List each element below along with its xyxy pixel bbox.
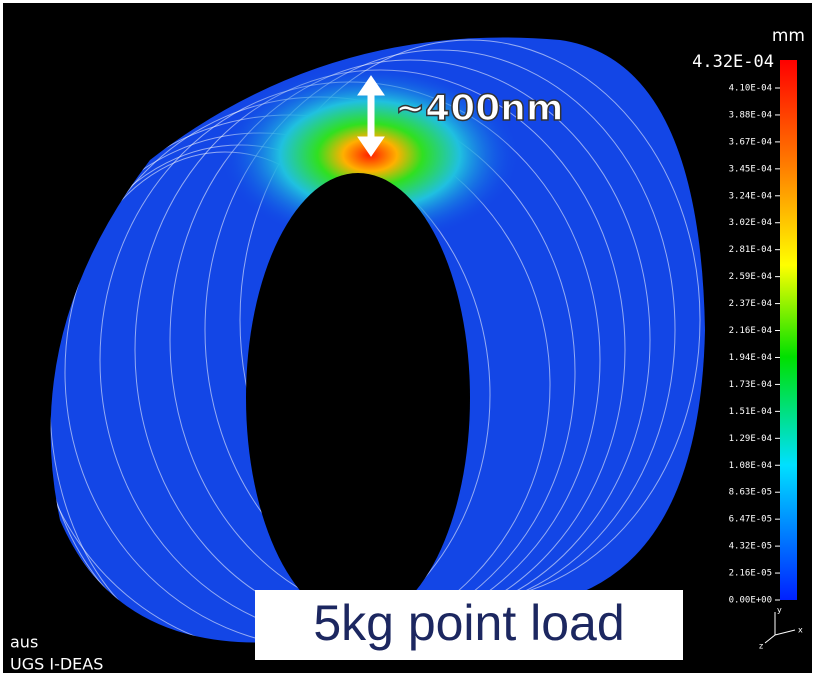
scale-max: 4.32E-04 <box>692 52 774 72</box>
scale-label: 2.81E-04 <box>729 245 772 255</box>
scale-label: 2.59E-04 <box>729 272 772 282</box>
scale-label: 2.16E-05 <box>729 569 772 579</box>
scale-label: 8.63E-05 <box>729 488 772 498</box>
screen: ~400nm mm 4.32E-04 4.10E-04 3.88E-04 3.67E… <box>0 0 815 676</box>
triad-z: z <box>759 642 763 651</box>
scale-label: 2.16E-04 <box>729 326 772 336</box>
color-bar <box>780 60 797 600</box>
scale-label: 6.47E-05 <box>729 515 772 525</box>
scale-label: 1.94E-04 <box>729 353 772 363</box>
scale-label: 1.51E-04 <box>729 407 772 417</box>
software-name: UGS I-DEAS <box>10 655 103 674</box>
triad-y: y <box>777 606 782 615</box>
scale-label: 3.24E-04 <box>729 191 772 201</box>
scale-label: 4.10E-04 <box>729 84 772 94</box>
units: mm <box>772 26 805 46</box>
model-name: aus <box>10 633 38 652</box>
scale-label: 3.67E-04 <box>729 137 772 147</box>
triad-x: x <box>798 626 803 635</box>
scale-label: 1.73E-04 <box>729 380 772 390</box>
scale-label: 3.88E-04 <box>729 110 772 120</box>
scale-label: 1.08E-04 <box>729 461 772 471</box>
scale-label: 3.02E-04 <box>729 218 772 228</box>
scale-label: 3.45E-04 <box>729 164 772 174</box>
scale-label: 0.00E+00 <box>729 596 772 606</box>
scale-label: 4.32E-05 <box>729 542 772 552</box>
caption: 5kg point load <box>313 595 624 651</box>
scale-label: 2.37E-04 <box>729 299 772 309</box>
annotation: ~400nm <box>395 88 563 129</box>
scale-label: 1.29E-04 <box>729 434 772 444</box>
